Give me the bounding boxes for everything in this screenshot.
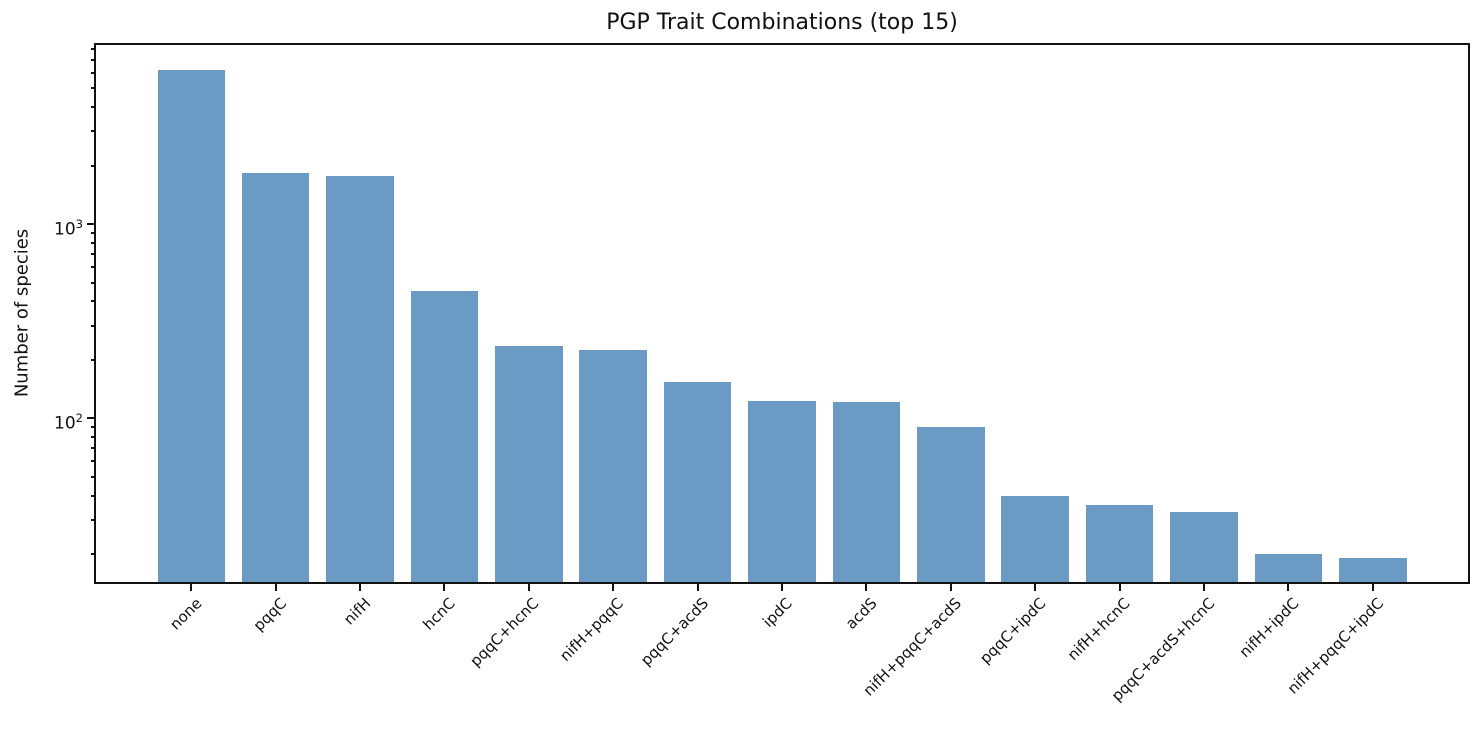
bar-pqqC+acdS: [663, 381, 732, 583]
chart-title: PGP Trait Combinations (top 15): [606, 10, 958, 35]
x-tick-label-hcnC: hcnC: [419, 594, 459, 634]
x-tick: [443, 584, 446, 591]
bar-nifH+pqqC+acdS: [917, 427, 985, 583]
bar-nifH+pqqC+ipdC: [1339, 558, 1407, 583]
x-tick-label-pqqC+acdS: pqqC+acdS: [636, 594, 712, 670]
x-tick-label-nifH: nifH: [339, 594, 375, 629]
x-tick: [1202, 584, 1205, 591]
x-tick: [696, 584, 699, 591]
y-tick-label: 103: [54, 217, 83, 240]
x-tick: [190, 584, 193, 591]
x-tick-label-nifH+pqqC+ipdC: nifH+pqqC+ipdC: [1283, 594, 1387, 698]
x-tick-label-nifH+hcnC: nifH+hcnC: [1063, 594, 1134, 664]
x-tick-label-acdS: acdS: [841, 594, 881, 633]
y-minor-tick: [91, 164, 95, 167]
x-tick-label-pqqC+hcnC: pqqC+hcnC: [466, 594, 543, 671]
y-minor-tick: [91, 106, 95, 109]
x-tick-label-nifH+pqqC: nifH+pqqC: [556, 594, 628, 665]
x-tick: [1118, 584, 1121, 591]
y-major-tick: [87, 417, 95, 420]
x-tick: [1371, 584, 1374, 591]
bar-none: [157, 70, 225, 583]
y-minor-tick: [91, 253, 95, 256]
x-tick: [612, 584, 615, 591]
y-minor-tick: [91, 130, 95, 133]
y-minor-tick: [91, 358, 95, 361]
bar-hcnC: [410, 291, 479, 583]
y-minor-tick: [91, 436, 95, 439]
bar-nifH+ipdC: [1254, 554, 1323, 583]
bar-nifH+hcnC: [1085, 504, 1154, 583]
bar-acdS: [832, 402, 901, 583]
y-minor-tick: [91, 47, 95, 50]
y-minor-tick: [91, 553, 95, 556]
x-tick-label-nifH+ipdC: nifH+ipdC: [1235, 594, 1303, 662]
x-tick: [865, 584, 868, 591]
x-tick: [1034, 584, 1037, 591]
y-minor-tick: [91, 87, 95, 90]
x-tick: [274, 584, 277, 591]
x-tick: [949, 584, 952, 591]
x-tick-label-ipdC: ipdC: [759, 594, 797, 631]
y-minor-tick: [91, 460, 95, 463]
y-minor-tick: [91, 266, 95, 269]
x-tick: [1287, 584, 1290, 591]
x-tick: [527, 584, 530, 591]
x-tick: [359, 584, 361, 591]
bar-nifH: [326, 176, 394, 583]
y-major-tick: [87, 223, 95, 226]
x-tick-label-pqqC+ipdC: pqqC+ipdC: [976, 594, 1050, 668]
x-tick-label-none: none: [166, 594, 206, 634]
y-minor-tick: [91, 447, 95, 450]
bar-nifH+pqqC: [579, 349, 647, 583]
y-minor-tick: [91, 426, 95, 429]
bar-pqqC+hcnC: [495, 345, 563, 583]
y-minor-tick: [91, 475, 95, 478]
bar-pqqC+ipdC: [1001, 495, 1069, 583]
x-tick-label-pqqC: pqqC: [249, 594, 290, 635]
bar-ipdC: [748, 400, 816, 583]
y-minor-tick: [91, 58, 95, 61]
y-minor-tick: [91, 241, 95, 244]
y-minor-tick: [91, 494, 95, 497]
y-minor-tick: [91, 71, 95, 74]
bar-pqqC: [241, 172, 310, 583]
y-minor-tick: [91, 231, 95, 234]
y-minor-tick: [91, 281, 95, 284]
y-minor-tick: [91, 300, 95, 303]
x-tick: [781, 584, 783, 591]
y-minor-tick: [91, 518, 95, 521]
bar-pqqC+acdS+hcnC: [1170, 511, 1238, 583]
y-tick-label: 102: [54, 411, 83, 434]
y-minor-tick: [91, 324, 95, 327]
